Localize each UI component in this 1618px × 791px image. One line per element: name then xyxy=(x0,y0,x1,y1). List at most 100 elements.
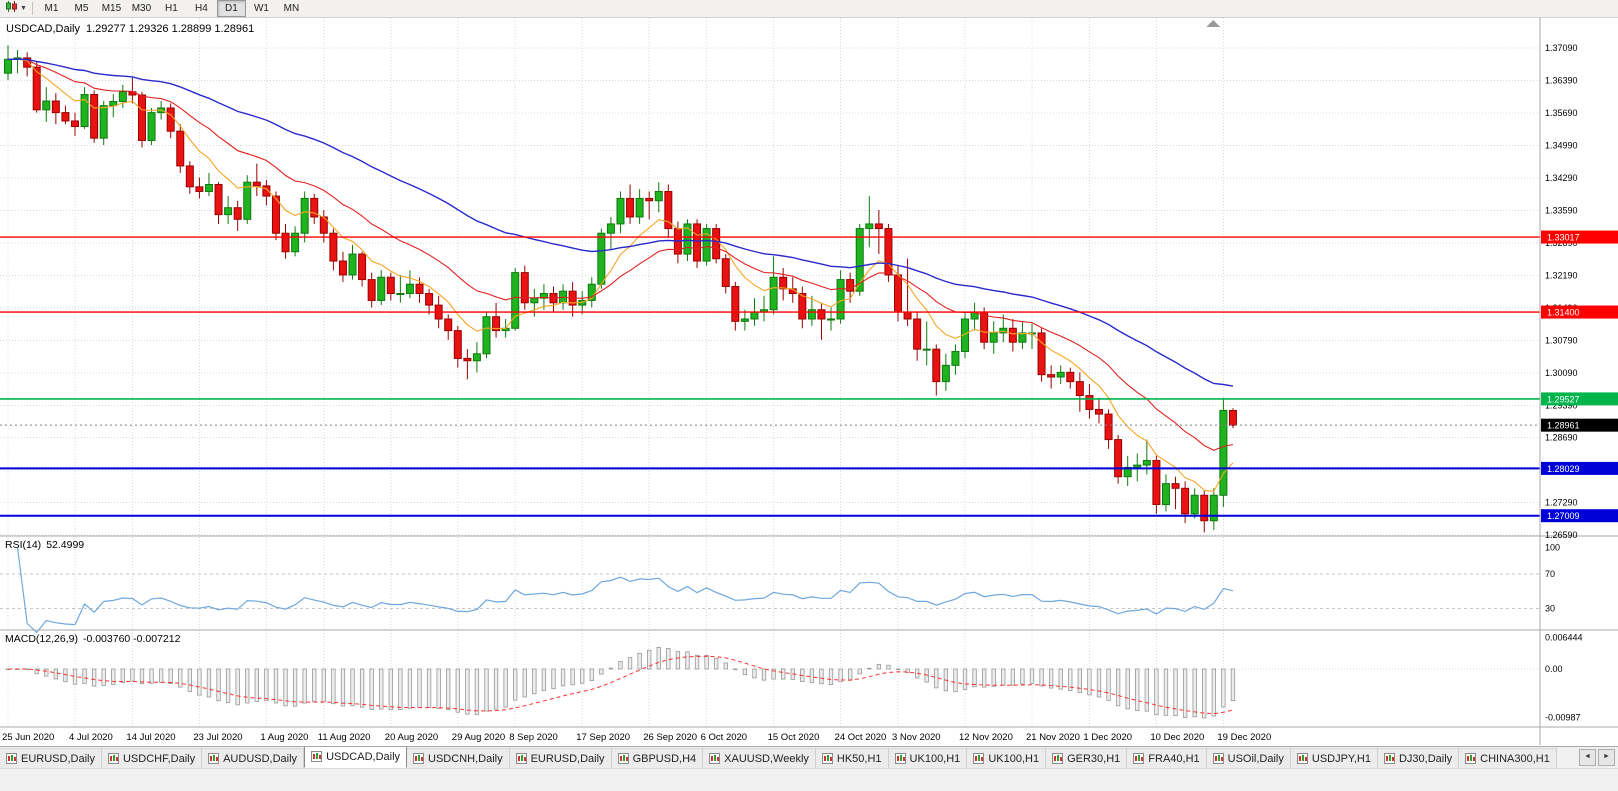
svg-text:-0.00987: -0.00987 xyxy=(1545,712,1581,722)
tab-chart-icon xyxy=(1465,753,1477,764)
timeframe-button-h4[interactable]: H4 xyxy=(195,3,208,14)
tab-label: EURUSD,Daily xyxy=(530,752,605,765)
svg-text:26 Sep 2020: 26 Sep 2020 xyxy=(643,732,697,743)
tab-label: USDJPY,H1 xyxy=(1311,752,1371,765)
svg-text:1.30790: 1.30790 xyxy=(1545,335,1578,345)
tab-label: HK50,H1 xyxy=(836,752,882,765)
svg-text:0.006444: 0.006444 xyxy=(1545,632,1583,642)
chart-ohlc-values: 1.29277 1.29326 1.28899 1.28961 xyxy=(85,23,255,35)
tab-chart-icon xyxy=(515,753,527,764)
tab-label: GER30,H1 xyxy=(1067,752,1121,765)
svg-text:30: 30 xyxy=(1545,604,1555,614)
chart-tab-uk100-h1[interactable]: UK100,H1 xyxy=(967,748,1047,768)
tab-label: AUDUSD,Daily xyxy=(223,752,298,765)
svg-text:1.27009: 1.27009 xyxy=(1547,511,1580,521)
price-axis: 1.37090 1.36390 1.35690 1.34990 1.34290 1.335… xyxy=(1545,43,1583,722)
tab-chart-icon xyxy=(1296,753,1308,764)
svg-text:70: 70 xyxy=(1545,569,1555,579)
moving-averages xyxy=(7,58,1234,492)
svg-text:1 Dec 2020: 1 Dec 2020 xyxy=(1083,732,1132,743)
fast-ma-line xyxy=(7,58,1234,492)
chart-tab-eurusd-daily[interactable]: EURUSD,Daily xyxy=(0,748,102,768)
timeframe-button-m5[interactable]: M5 xyxy=(74,3,89,14)
status-bar xyxy=(0,768,1618,791)
tab-label: DJ30,Daily xyxy=(1398,752,1453,765)
tab-label: CHINA300,H1 xyxy=(1480,752,1550,765)
svg-text:1.33590: 1.33590 xyxy=(1545,205,1578,215)
chart-tab-dj30-daily[interactable]: DJ30,Daily xyxy=(1377,748,1460,768)
timeframe-button-mn[interactable]: MN xyxy=(283,3,300,14)
chart-shift-marker-icon xyxy=(1206,20,1220,27)
svg-text:3 Nov 2020: 3 Nov 2020 xyxy=(892,732,941,743)
chart-title: USDCAD,Daily 1.29277 1.29326 1.28899 1.28… xyxy=(6,23,254,35)
macd-panel xyxy=(5,646,1236,719)
timeframe-button-group: M1 M5 M15 M30 H1 H4 D1 W1 MN xyxy=(37,0,307,17)
timeframe-button-w1[interactable]: W1 xyxy=(253,3,269,14)
macd-indicator-label: MACD(12,26,9) -0.003760 -0.007212 xyxy=(5,633,180,645)
svg-text:11 Aug 2020: 11 Aug 2020 xyxy=(318,732,371,743)
svg-text:21 Nov 2020: 21 Nov 2020 xyxy=(1026,732,1080,743)
tab-chart-icon xyxy=(1383,753,1395,764)
chart-tab-uk100-h1[interactable]: UK100,H1 xyxy=(888,748,968,768)
chart-tab-eurusd-daily[interactable]: EURUSD,Daily xyxy=(509,748,612,768)
chart-canvas[interactable]: 1.37090 1.36390 1.35690 1.34990 1.34290 1.335… xyxy=(0,18,1618,746)
chart-type-button[interactable]: ▼ xyxy=(2,0,30,17)
tab-label: EURUSD,Daily xyxy=(21,752,95,765)
svg-text:0.00: 0.00 xyxy=(1545,664,1563,674)
svg-text:1.31400: 1.31400 xyxy=(1547,308,1580,318)
horizontal-level-lines[interactable] xyxy=(0,236,1540,517)
chart-tab-gbpusd-h4[interactable]: GBPUSD,H4 xyxy=(611,748,704,768)
svg-text:19 Dec 2020: 19 Dec 2020 xyxy=(1217,732,1271,743)
svg-text:17 Sep 2020: 17 Sep 2020 xyxy=(576,732,630,743)
timeframe-button-m1[interactable]: M1 xyxy=(44,3,59,14)
slow-ma-line xyxy=(7,58,1234,387)
chart-tabs: EURUSD,Daily USDCHF,Daily AUDUSD,Daily USDC… xyxy=(0,747,1557,768)
svg-text:1.36390: 1.36390 xyxy=(1545,76,1578,86)
tab-scroll-buttons: ◄ ► xyxy=(1576,749,1618,768)
tab-chart-icon xyxy=(894,753,906,764)
svg-text:1 Aug 2020: 1 Aug 2020 xyxy=(260,732,308,743)
chart-tab-usdcad-daily[interactable]: USDCAD,Daily xyxy=(304,747,408,768)
chart-tab-xauusd-weekly[interactable]: XAUUSD,Weekly xyxy=(703,748,816,768)
svg-text:1.35690: 1.35690 xyxy=(1545,108,1578,118)
toolbar-separator xyxy=(31,2,33,15)
tab-chart-icon xyxy=(413,753,425,764)
rsi-panel xyxy=(16,547,1234,634)
tab-label: XAUUSD,Weekly xyxy=(724,752,809,765)
medium-ma-line xyxy=(7,58,1234,451)
timeframe-button-h1[interactable]: H1 xyxy=(165,3,178,14)
chart-tab-usoil-daily[interactable]: USOil,Daily xyxy=(1206,748,1291,768)
timeframe-button-m30[interactable]: M30 xyxy=(131,3,152,14)
tabs-scroll-right-button[interactable]: ► xyxy=(1598,749,1615,766)
chart-tab-bar: EURUSD,Daily USDCHF,Daily AUDUSD,Daily USDC… xyxy=(0,746,1618,768)
date-axis: 25 Jun 2020 4 Jul 2020 14 Jul 2020 23 Jul 2… xyxy=(2,732,1271,743)
tab-chart-icon xyxy=(311,751,323,762)
tab-label: UK100,H1 xyxy=(988,752,1040,765)
chart-tab-china300-h1[interactable]: CHINA300,H1 xyxy=(1459,748,1557,768)
chart-tab-audusd-daily[interactable]: AUDUSD,Daily xyxy=(202,748,305,768)
tab-chart-icon xyxy=(617,753,629,764)
timeframe-button-m15[interactable]: M15 xyxy=(101,3,122,14)
macd-signal-line xyxy=(8,655,1234,715)
chart-tab-ger30-h1[interactable]: GER30,H1 xyxy=(1046,748,1128,768)
svg-text:29 Aug 2020: 29 Aug 2020 xyxy=(452,732,505,743)
chart-tab-usdchf-daily[interactable]: USDCHF,Daily xyxy=(101,748,203,768)
tabs-scroll-left-button[interactable]: ◄ xyxy=(1579,749,1596,766)
chart-grid xyxy=(0,18,1540,727)
tab-label: USDCHF,Daily xyxy=(122,752,196,765)
tab-chart-icon xyxy=(973,753,985,764)
svg-text:1.32190: 1.32190 xyxy=(1545,270,1578,280)
macd-name: MACD(12,26,9) xyxy=(5,633,78,645)
chart-tab-fra40-h1[interactable]: FRA40,H1 xyxy=(1127,748,1207,768)
rsi-line xyxy=(16,547,1234,634)
svg-text:100: 100 xyxy=(1545,543,1560,553)
svg-text:23 Jul 2020: 23 Jul 2020 xyxy=(193,732,242,743)
chart-tab-hk50-h1[interactable]: HK50,H1 xyxy=(815,748,889,768)
chart-tab-usdcnh-daily[interactable]: USDCNH,Daily xyxy=(407,748,510,768)
svg-text:8 Sep 2020: 8 Sep 2020 xyxy=(509,732,558,743)
timeframe-button-d1[interactable]: D1 xyxy=(216,0,246,17)
chart-tab-usdjpy-h1[interactable]: USDJPY,H1 xyxy=(1290,748,1378,768)
tab-label: UK100,H1 xyxy=(909,752,961,765)
tab-label: USOil,Daily xyxy=(1227,752,1284,765)
